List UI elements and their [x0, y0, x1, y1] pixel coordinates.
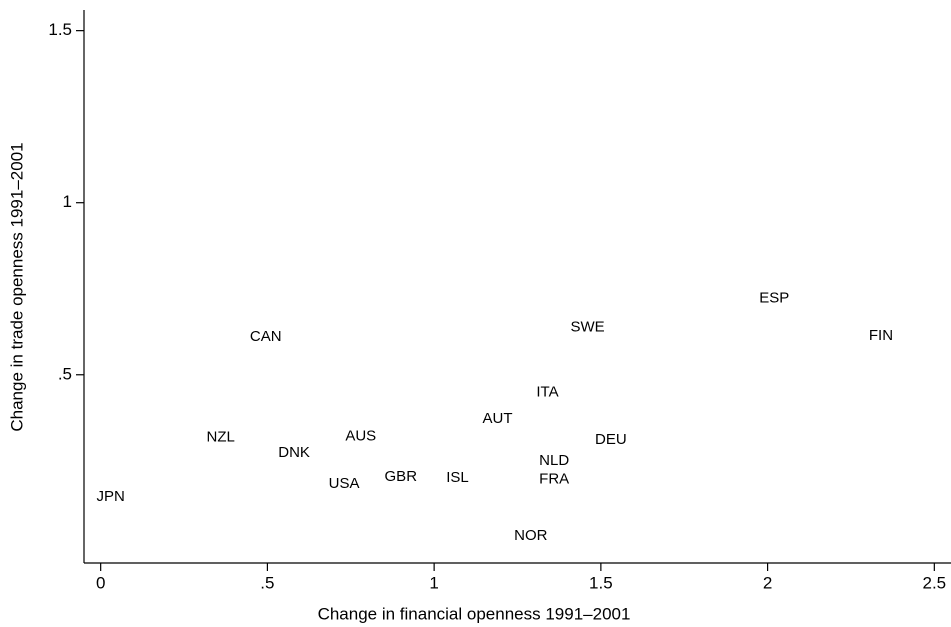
- y-axis-title: Change in trade openness 1991–2001: [7, 142, 26, 431]
- point-label: CAN: [250, 328, 282, 345]
- y-tick-label: .5: [58, 364, 72, 383]
- x-tick-label: 2.5: [923, 573, 947, 592]
- point-label: SWE: [570, 319, 604, 336]
- point-label: GBR: [385, 468, 418, 485]
- y-tick-label: 1: [63, 192, 72, 211]
- point-label: AUT: [482, 410, 512, 427]
- x-tick-label: 1: [429, 573, 438, 592]
- x-axis-title: Change in financial openness 1991–2001: [318, 604, 631, 623]
- point-label: AUS: [345, 428, 376, 445]
- x-tick-label: .5: [260, 573, 274, 592]
- point-label: DEU: [595, 431, 627, 448]
- point-label: NZL: [207, 429, 235, 446]
- point-label: JPN: [97, 488, 125, 505]
- point-label: ESP: [759, 290, 789, 307]
- x-tick-label: 1.5: [589, 573, 613, 592]
- point-label: DNK: [278, 444, 310, 461]
- point-label: USA: [329, 475, 360, 492]
- point-label: FRA: [539, 471, 569, 488]
- point-label: ITA: [536, 384, 558, 401]
- point-label: NOR: [514, 527, 548, 544]
- point-label: NLD: [539, 452, 569, 469]
- x-tick-label: 0: [96, 573, 105, 592]
- point-label: FIN: [869, 327, 893, 344]
- x-tick-label: 2: [763, 573, 772, 592]
- y-tick-label: 1.5: [48, 20, 72, 39]
- point-label: ISL: [446, 469, 469, 486]
